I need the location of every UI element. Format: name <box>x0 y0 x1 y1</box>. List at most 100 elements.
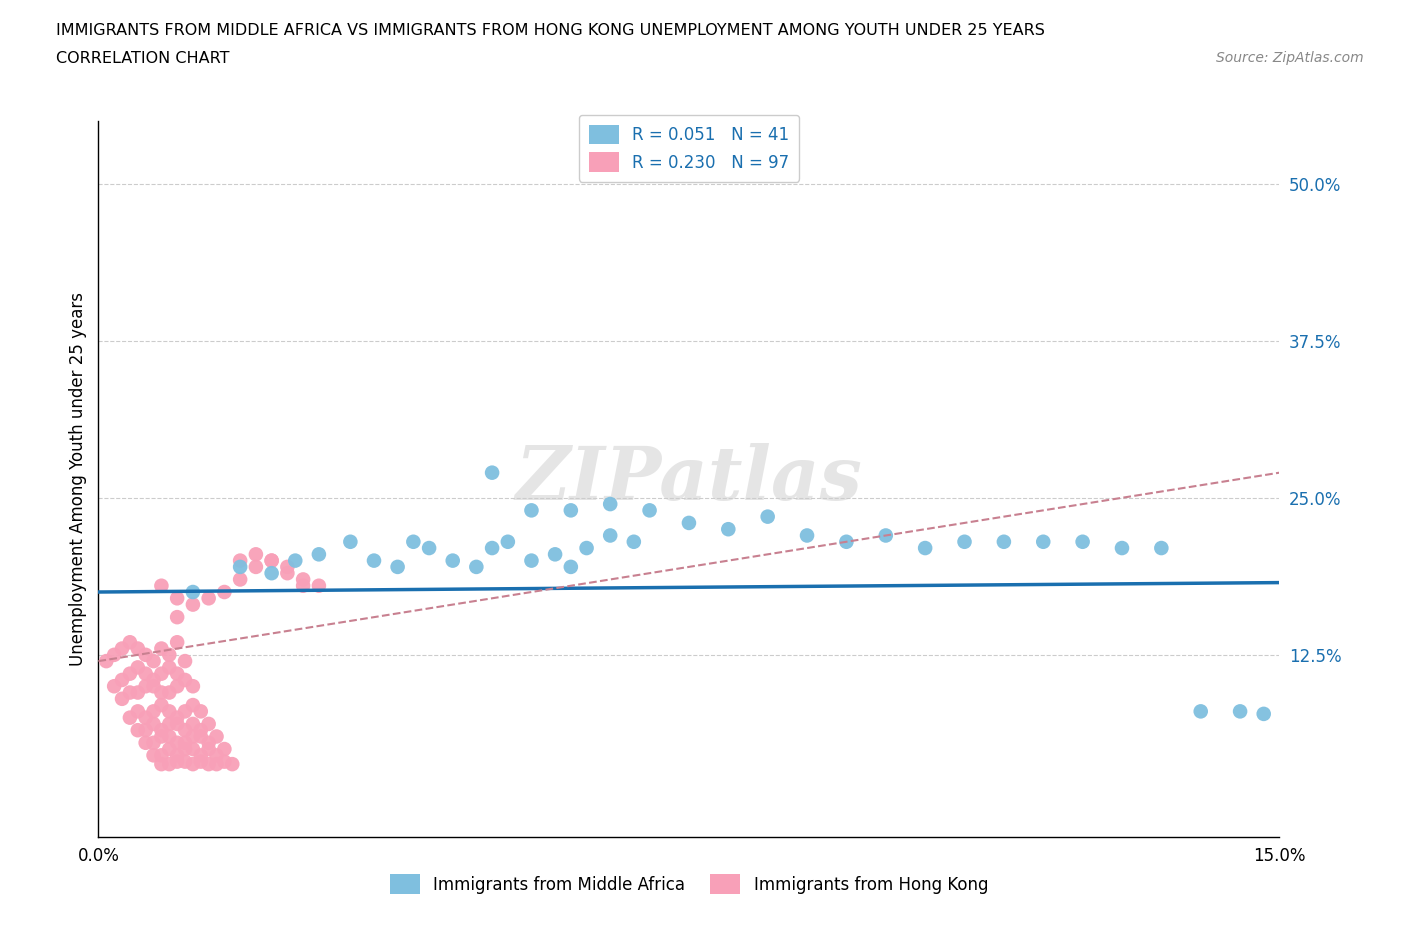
Point <box>135 723 157 737</box>
Point <box>260 553 283 568</box>
Point <box>150 757 173 772</box>
Point <box>150 578 173 593</box>
Point <box>150 729 173 744</box>
Point <box>166 754 188 769</box>
Point <box>520 553 543 568</box>
Point <box>835 535 858 550</box>
Point <box>111 641 134 656</box>
Point <box>638 503 661 518</box>
Point <box>875 528 897 543</box>
Point <box>142 672 165 687</box>
Point <box>157 704 180 719</box>
Point <box>150 685 173 700</box>
Point <box>481 465 503 480</box>
Point <box>135 679 157 694</box>
Point <box>166 711 188 725</box>
Point <box>174 754 197 769</box>
Point <box>496 535 519 550</box>
Point <box>229 560 252 575</box>
Point <box>599 497 621 512</box>
Point <box>118 685 141 700</box>
Point <box>197 741 219 756</box>
Point <box>127 641 149 656</box>
Point <box>214 741 236 756</box>
Point <box>142 704 165 719</box>
Point <box>441 553 464 568</box>
Point <box>1111 540 1133 555</box>
Point <box>229 553 252 568</box>
Point <box>221 757 243 772</box>
Point <box>96 654 118 669</box>
Point <box>190 754 212 769</box>
Point <box>245 560 267 575</box>
Point <box>678 515 700 530</box>
Point <box>205 748 228 763</box>
Point <box>544 547 567 562</box>
Point <box>135 736 157 751</box>
Point <box>142 679 165 694</box>
Point <box>157 741 180 756</box>
Point <box>150 698 173 712</box>
Point <box>1229 704 1251 719</box>
Point <box>127 704 149 719</box>
Point <box>118 711 141 725</box>
Point <box>127 685 149 700</box>
Point <box>197 736 219 751</box>
Point <box>575 540 598 555</box>
Point <box>142 716 165 731</box>
Point <box>181 679 204 694</box>
Point <box>292 578 315 593</box>
Point <box>142 748 165 763</box>
Point <box>418 540 440 555</box>
Point <box>599 528 621 543</box>
Point <box>1071 535 1094 550</box>
Point <box>181 729 204 744</box>
Point <box>214 754 236 769</box>
Point <box>914 540 936 555</box>
Point <box>402 535 425 550</box>
Point <box>190 729 212 744</box>
Point <box>481 540 503 555</box>
Point <box>339 535 361 550</box>
Point <box>166 679 188 694</box>
Point <box>135 666 157 681</box>
Point <box>520 503 543 518</box>
Text: IMMIGRANTS FROM MIDDLE AFRICA VS IMMIGRANTS FROM HONG KONG UNEMPLOYMENT AMONG YO: IMMIGRANTS FROM MIDDLE AFRICA VS IMMIGRA… <box>56 23 1045 38</box>
Text: Source: ZipAtlas.com: Source: ZipAtlas.com <box>1216 51 1364 65</box>
Point <box>157 647 180 662</box>
Point <box>157 716 180 731</box>
Point <box>197 591 219 605</box>
Point <box>260 565 283 580</box>
Point <box>166 748 188 763</box>
Point <box>717 522 740 537</box>
Point <box>127 660 149 675</box>
Point <box>157 685 180 700</box>
Point <box>387 560 409 575</box>
Y-axis label: Unemployment Among Youth under 25 years: Unemployment Among Youth under 25 years <box>69 292 87 666</box>
Point <box>796 528 818 543</box>
Point <box>1253 707 1275 722</box>
Point <box>623 535 645 550</box>
Point <box>1032 535 1054 550</box>
Point <box>174 723 197 737</box>
Point <box>245 547 267 562</box>
Point <box>993 535 1015 550</box>
Point <box>166 591 188 605</box>
Point <box>166 610 188 625</box>
Point <box>308 547 330 562</box>
Point <box>205 729 228 744</box>
Point <box>127 723 149 737</box>
Point <box>363 553 385 568</box>
Point <box>205 757 228 772</box>
Point <box>260 553 283 568</box>
Point <box>308 578 330 593</box>
Point <box>111 672 134 687</box>
Point <box>560 560 582 575</box>
Point <box>229 572 252 587</box>
Point <box>157 757 180 772</box>
Point <box>118 666 141 681</box>
Point <box>181 716 204 731</box>
Point <box>150 748 173 763</box>
Text: CORRELATION CHART: CORRELATION CHART <box>56 51 229 66</box>
Point <box>111 691 134 706</box>
